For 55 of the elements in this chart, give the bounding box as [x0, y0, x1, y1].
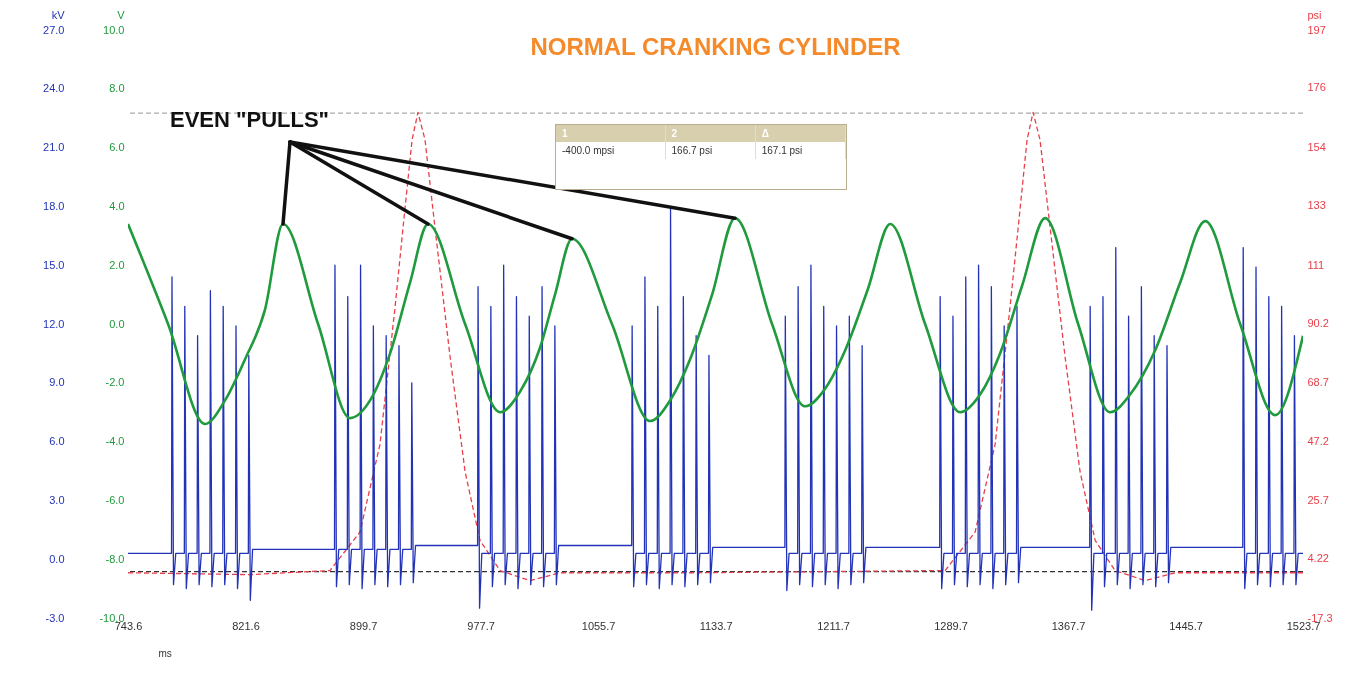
y3-tick-label: -4.0	[105, 435, 125, 448]
y-tick-label: 27.0	[43, 23, 65, 36]
y-tick-label: 0.0	[49, 552, 65, 565]
y3-tick-label: -6.0	[105, 493, 125, 506]
annotation: 167.1 psi	[755, 142, 846, 159]
y3-tick-label: -8.0	[105, 552, 125, 565]
y-tick-label: 6.0	[49, 435, 65, 448]
y-tick-label: 9.0	[49, 376, 65, 389]
line-series	[128, 111, 1303, 582]
chart-title: NORMAL CRANKING CYLINDER	[530, 33, 901, 60]
y2-tick-label: 197	[1307, 23, 1326, 36]
y-tick-label: 21.0	[43, 141, 65, 154]
y2-tick-label: 25.7	[1307, 493, 1329, 506]
y3-tick-label: 8.0	[109, 82, 125, 95]
annotation: 166.7 psi	[665, 142, 756, 159]
x-tick-label: 1055.7	[581, 619, 616, 632]
y3-tick-label: 0.0	[109, 317, 125, 330]
x-tick-label: 977.7	[467, 619, 495, 632]
line-series	[128, 207, 1303, 611]
annotation: -400.0 mpsi	[556, 142, 666, 159]
y2-tick-label: 47.2	[1307, 434, 1329, 447]
x-tick-label: 899.7	[349, 619, 378, 632]
y2-tick-label: 90.2	[1307, 316, 1329, 329]
y-tick-label: 24.0	[43, 82, 65, 95]
y-tick-label: 18.0	[43, 199, 65, 212]
line-series	[128, 216, 1303, 426]
y2-axis-title: psi	[1307, 8, 1322, 21]
y-tick-label: 3.0	[49, 493, 65, 506]
y3-tick-label: 6.0	[109, 141, 125, 154]
annotation: EVEN "PULLS"	[170, 107, 329, 132]
x-tick-label: 1445.7	[1169, 619, 1203, 632]
y-tick-label: 12.0	[43, 317, 65, 330]
y-tick-label: -3.0	[45, 611, 65, 624]
y2-tick-label: 4.22	[1307, 552, 1329, 565]
y3-tick-label: 4.0	[109, 199, 125, 212]
y2-tick-label: 176	[1307, 81, 1326, 94]
annotation: 1	[556, 125, 666, 142]
y2-tick-label: 111	[1307, 259, 1325, 272]
y2-tick-label: 154	[1307, 141, 1326, 154]
x-tick-label: 1133.7	[699, 619, 733, 632]
x-tick-label: 1211.7	[817, 619, 850, 632]
y3-tick-label: 10.0	[103, 23, 125, 36]
y-axis-title: kV	[51, 8, 66, 21]
x-tick-label: 821.6	[232, 619, 260, 632]
y-tick-label: 15.0	[43, 258, 65, 271]
x-tick-label: 1289.7	[934, 619, 968, 632]
annotation: Δ	[755, 125, 846, 142]
y3-axis-title: V	[117, 8, 126, 21]
x-axis-title: ms	[158, 647, 172, 659]
annotation: 2	[665, 125, 756, 142]
y2-tick-label: 68.7	[1307, 375, 1329, 388]
y3-tick-label: -2.0	[105, 376, 125, 389]
y2-tick-label: 133	[1307, 199, 1326, 212]
y3-tick-label: 2.0	[109, 258, 125, 271]
x-tick-label: 1367.7	[1051, 619, 1086, 632]
